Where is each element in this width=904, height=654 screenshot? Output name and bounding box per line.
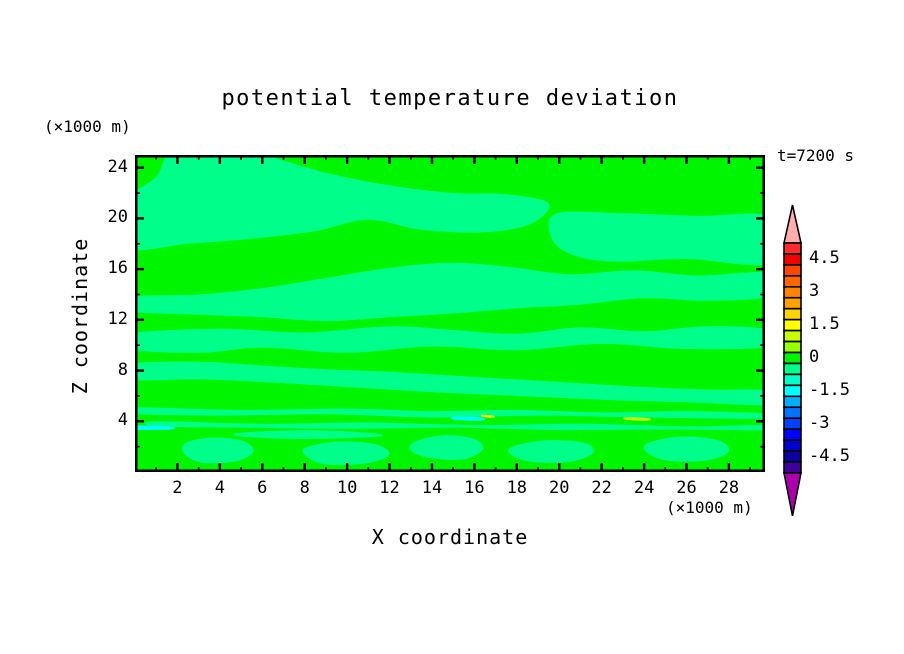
colorbar-box	[783, 450, 802, 463]
colorbar-box	[783, 362, 802, 376]
colorbar-box	[783, 351, 802, 365]
y-tick-label: 20	[107, 207, 128, 228]
colorbar-box	[783, 395, 802, 409]
colorbar-label: 4.5	[809, 248, 840, 269]
colorbar-label: -1.5	[809, 379, 850, 400]
colorbar-box	[783, 307, 802, 321]
colorbar-label: -3	[809, 412, 830, 433]
colorbar-label: 1.5	[809, 314, 840, 335]
colorbar-box	[783, 296, 802, 310]
colorbar-box	[783, 373, 802, 387]
contour-field	[135, 155, 765, 472]
x-tick-label: 14	[421, 478, 443, 498]
colorbar	[783, 204, 802, 517]
contour-region-negative	[508, 440, 595, 463]
colorbar-box	[783, 242, 802, 255]
colorbar-label: 3	[809, 281, 820, 302]
y-tick-label: 4	[117, 410, 128, 431]
colorbar-label: 0	[809, 346, 820, 367]
x-tick-label: 16	[464, 478, 485, 498]
contour-region-negative	[135, 361, 765, 406]
contour-region-negative	[233, 430, 384, 439]
colorbar-arrow-down	[783, 472, 802, 517]
colorbar-box	[783, 275, 802, 288]
contour-region-cyan	[450, 416, 486, 421]
contour-region-negative	[409, 435, 484, 460]
colorbar-box	[783, 439, 802, 452]
contour-region-negative	[135, 407, 765, 419]
contour-region-negative	[302, 441, 390, 465]
x-tick-label: 12	[379, 478, 400, 498]
x-tick-label: 8	[299, 478, 310, 498]
colorbar-box	[783, 340, 802, 354]
x-tick-label: 22	[591, 478, 612, 498]
contour-plot	[135, 155, 765, 472]
x-tick-label: 6	[257, 478, 268, 498]
x-tick-label: 20	[548, 478, 570, 498]
x-tick-label: 4	[214, 478, 225, 498]
colorbar-arrow-up	[783, 204, 802, 244]
colorbar-box	[783, 286, 802, 299]
y-tick-label: 12	[107, 308, 128, 329]
y-tick-label: 8	[117, 359, 128, 380]
y-tick-label: 24	[107, 156, 128, 177]
contour-region-negative	[643, 436, 730, 462]
x-tick-label: 26	[676, 478, 697, 498]
y-axis-unit-label: (×1000 m)	[44, 117, 131, 136]
contour-region-negative	[181, 437, 254, 464]
colorbar-box	[783, 329, 802, 343]
x-tick-label: 24	[633, 478, 655, 498]
y-axis-title: Z coordinate	[68, 237, 92, 395]
x-tick-label: 28	[718, 478, 740, 498]
chart-title: potential temperature deviation	[221, 86, 679, 111]
plot-frame	[135, 155, 765, 472]
colorbar-box	[783, 428, 802, 441]
contour-region-negative	[144, 421, 765, 431]
colorbar-box	[783, 406, 802, 419]
x-axis-title: X coordinate	[371, 525, 529, 549]
contour-region-yellow	[480, 414, 495, 418]
x-tick-label: 18	[506, 478, 528, 498]
colorbar-box	[783, 318, 802, 332]
contour-region-negative	[135, 262, 765, 322]
colorbar-box	[783, 417, 802, 430]
colorbar-label: -4.5	[809, 445, 850, 466]
contour-region-cyan	[135, 425, 176, 430]
colorbar-box	[783, 384, 802, 398]
contour-region-negative	[135, 155, 550, 251]
contour-region-negative	[548, 211, 765, 266]
y-tick-label: 16	[107, 258, 128, 279]
colorbar-box	[783, 264, 802, 277]
x-tick-label: 10	[336, 478, 358, 498]
contour-region-chartreuse	[623, 417, 652, 421]
x-axis-unit-label: (×1000 m)	[666, 498, 753, 517]
time-annotation: t=7200 s	[777, 146, 855, 165]
colorbar-box	[783, 461, 802, 474]
colorbar-box	[783, 253, 802, 266]
contour-region-negative	[135, 326, 765, 353]
x-tick-label: 2	[172, 478, 183, 498]
